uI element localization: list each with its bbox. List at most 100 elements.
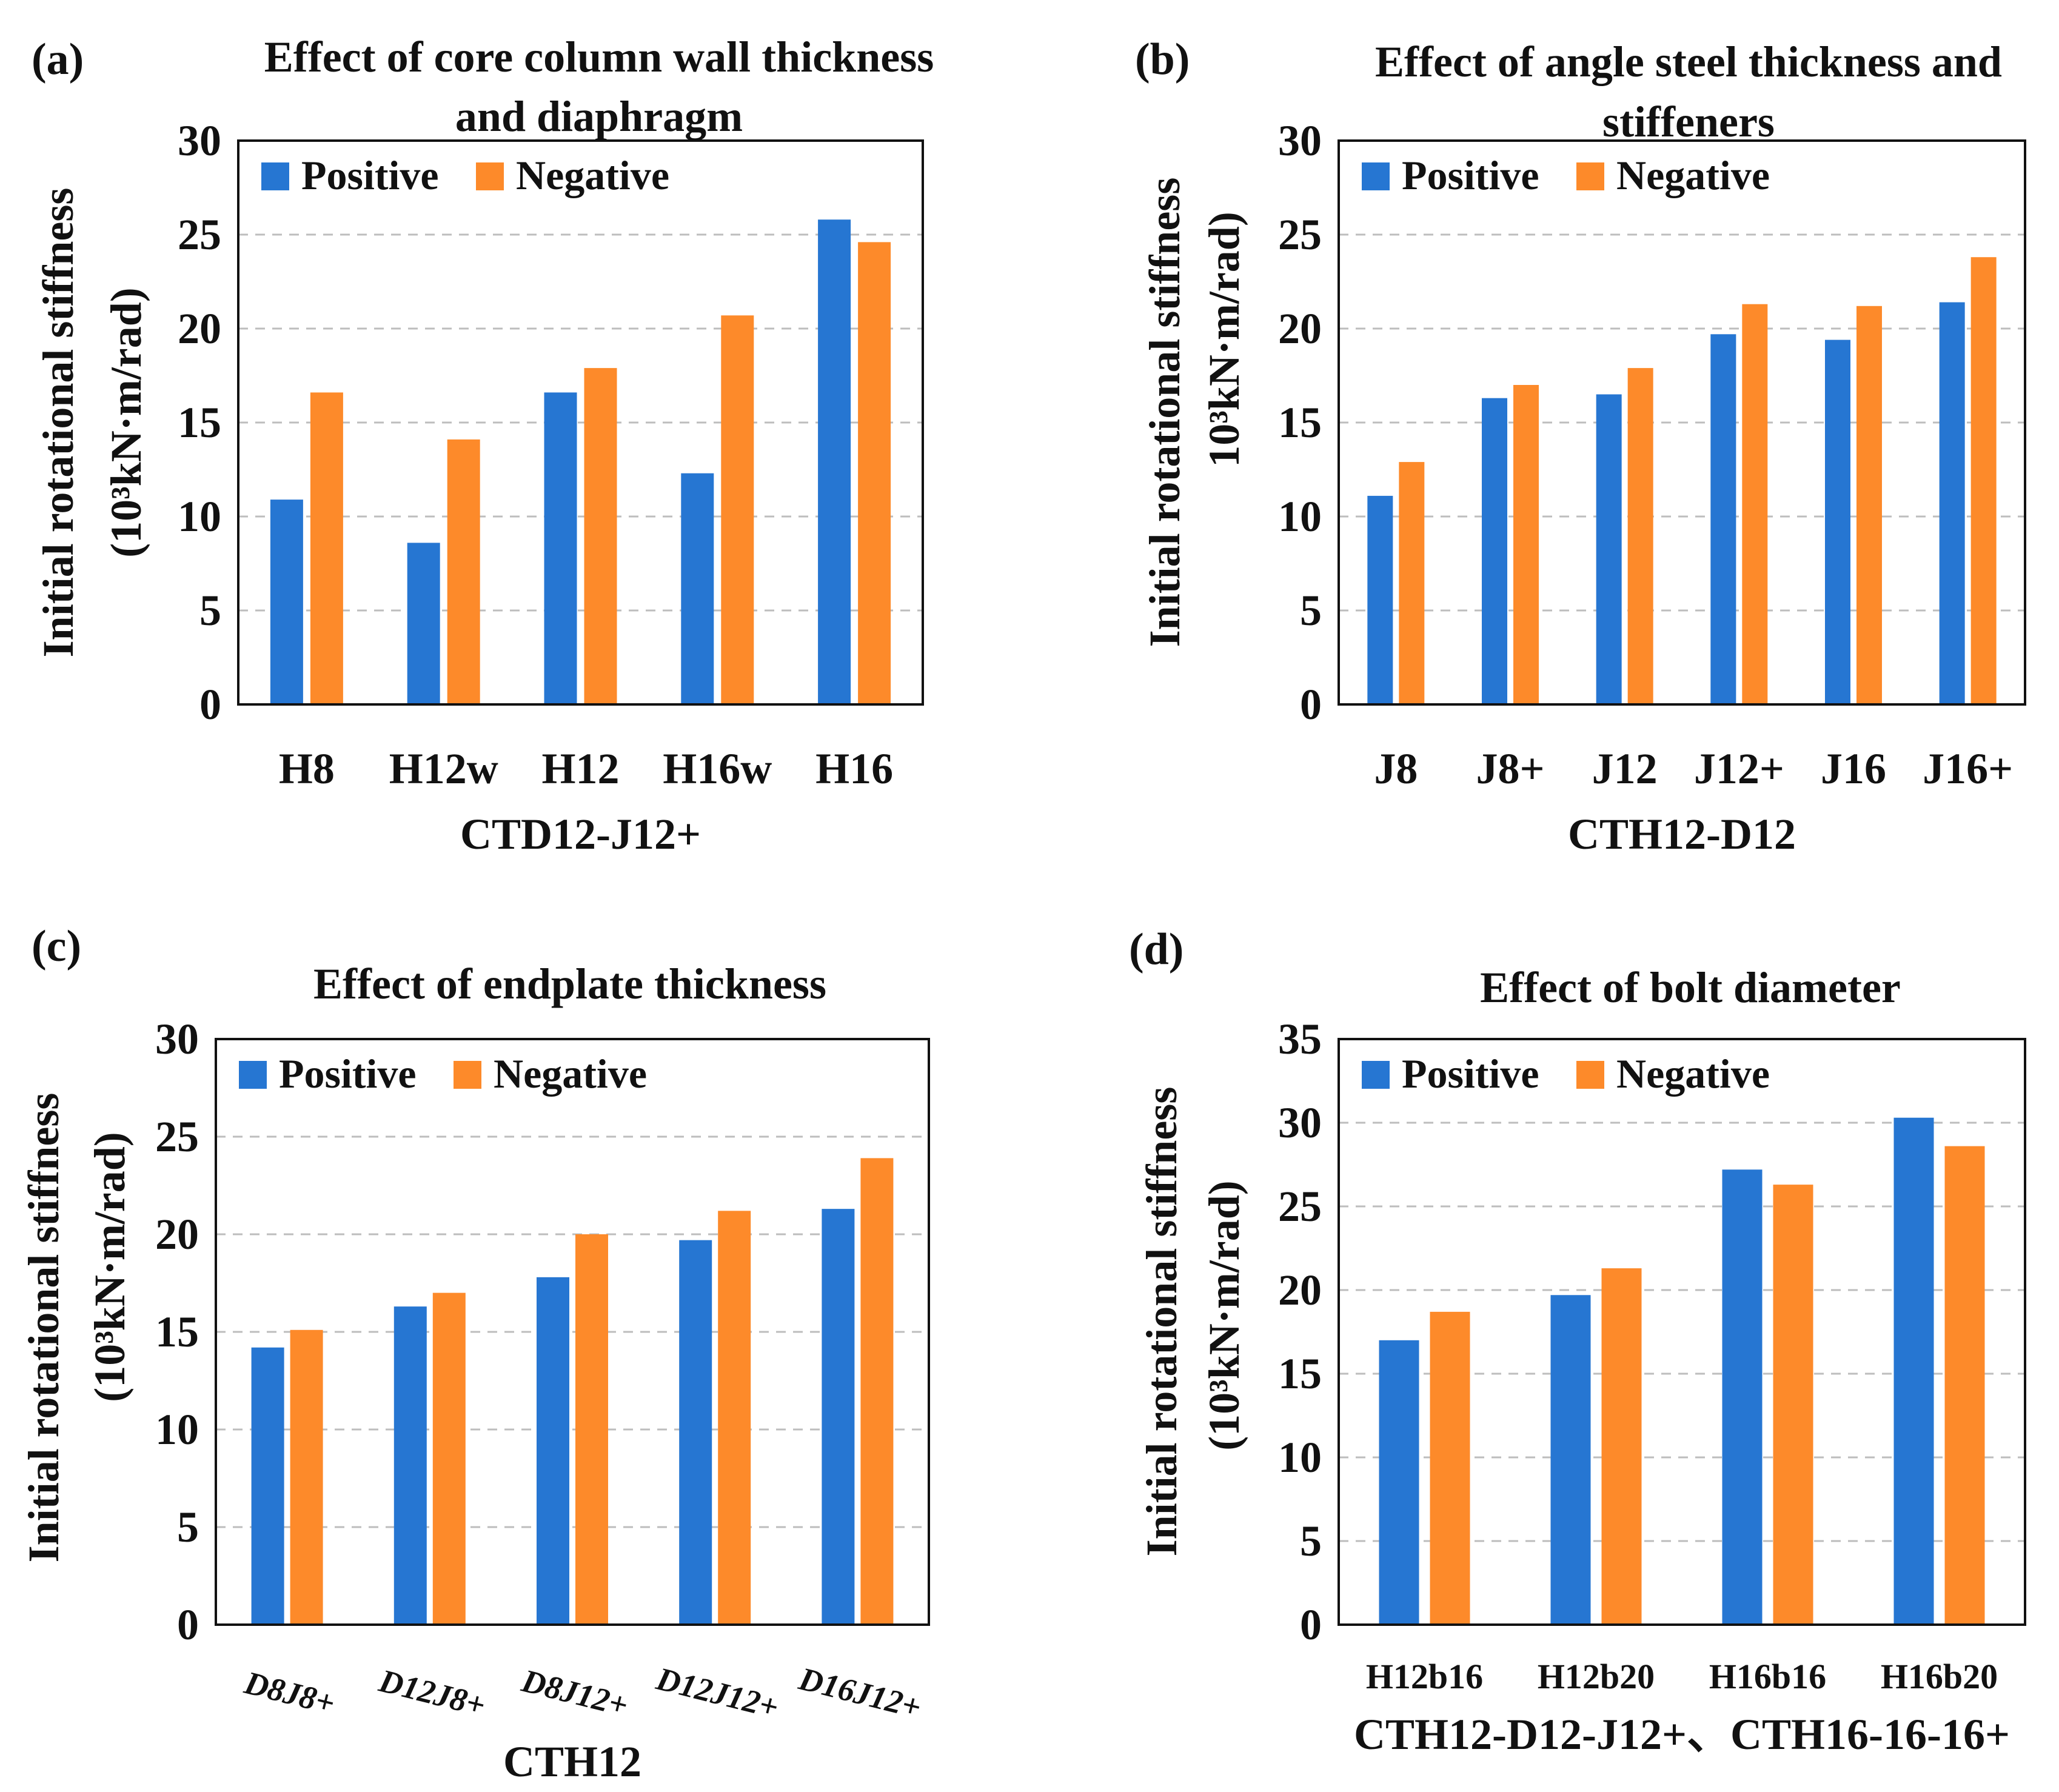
panel-label: (b) bbox=[1135, 35, 1190, 84]
bar-negative[interactable] bbox=[1601, 1268, 1642, 1625]
x-category-label: H12 bbox=[541, 744, 619, 793]
x-category-label: H16b16 bbox=[1709, 1657, 1826, 1696]
chart-panel-d: (d) Effect of bolt diameter 0 5 10 15 20 25 30 35… bbox=[1129, 924, 2026, 1759]
bar-positive[interactable] bbox=[818, 219, 851, 704]
bar-positive[interactable] bbox=[1710, 334, 1736, 704]
bar-negative[interactable] bbox=[584, 368, 617, 704]
bar-negative[interactable] bbox=[1399, 462, 1425, 704]
bar-negative[interactable] bbox=[858, 242, 891, 704]
chart-title-line: Effect of bolt diameter bbox=[1480, 963, 1901, 1012]
bar-negative[interactable] bbox=[432, 1292, 466, 1625]
x-category-label: D8J12+ bbox=[518, 1662, 632, 1723]
bar-negative[interactable] bbox=[860, 1158, 894, 1625]
y-axis-label-line: Initial rotational stiffness bbox=[34, 188, 82, 658]
bar-negative[interactable] bbox=[1944, 1146, 1985, 1625]
bar-positive[interactable] bbox=[681, 473, 714, 704]
y-axis-label-line: Initial rotational stiffness bbox=[1137, 1087, 1186, 1557]
bar-positive[interactable] bbox=[537, 1277, 569, 1625]
y-axis-label-line: (10³kN·m/rad) bbox=[1200, 1180, 1248, 1451]
x-category-label: J16 bbox=[1821, 744, 1886, 793]
y-tick-label: 5 bbox=[177, 1503, 199, 1551]
y-tick-label: 0 bbox=[1300, 1600, 1322, 1649]
panel-label: (d) bbox=[1129, 924, 1184, 974]
bar-positive[interactable] bbox=[1825, 339, 1850, 704]
bar-negative[interactable] bbox=[447, 439, 480, 704]
legend-swatch-positive bbox=[1362, 1061, 1390, 1089]
bar-positive[interactable] bbox=[679, 1240, 712, 1625]
y-tick-label: 15 bbox=[178, 398, 221, 447]
panel-label: (c) bbox=[32, 921, 81, 971]
bar-positive[interactable] bbox=[407, 543, 440, 704]
y-tick-label: 25 bbox=[1278, 1182, 1322, 1231]
bar-negative[interactable] bbox=[1773, 1185, 1813, 1625]
bar-positive[interactable] bbox=[544, 392, 577, 704]
legend-label-negative: Negative bbox=[1616, 152, 1770, 198]
bar-positive[interactable] bbox=[270, 500, 303, 704]
bar-negative[interactable] bbox=[1856, 306, 1882, 704]
legend-label-positive: Positive bbox=[1402, 1051, 1539, 1097]
chart-title-line: stiffeners bbox=[1602, 98, 1775, 146]
legend-label-positive: Positive bbox=[301, 152, 439, 198]
chart-title-line: Effect of endplate thickness bbox=[313, 960, 826, 1008]
y-tick-label: 5 bbox=[199, 586, 221, 635]
legend-swatch-negative bbox=[1576, 1061, 1604, 1089]
x-category-label: J8 bbox=[1374, 744, 1418, 793]
chart-panel-a: (a) Effect of core column wall thickness a… bbox=[32, 33, 934, 858]
bar-positive[interactable] bbox=[1722, 1169, 1763, 1625]
plot-frame bbox=[1338, 1038, 2026, 1626]
bar-positive[interactable] bbox=[1482, 398, 1507, 704]
y-tick-label: 35 bbox=[1278, 1015, 1322, 1063]
bar-negative[interactable] bbox=[1627, 368, 1653, 704]
plot-frame bbox=[1338, 139, 2026, 706]
bar-positive[interactable] bbox=[1550, 1295, 1591, 1625]
x-axis-label: CTH12-D12-J12+、CTH16-16-16+ bbox=[1354, 1710, 2010, 1759]
plot-frame bbox=[215, 1038, 930, 1626]
x-category-label: J12 bbox=[1592, 744, 1658, 793]
x-axis-label: CTD12-J12+ bbox=[460, 810, 701, 858]
bar-negative[interactable] bbox=[575, 1234, 608, 1625]
x-category-label: D12J8+ bbox=[375, 1662, 489, 1723]
legend-swatch-positive bbox=[239, 1061, 267, 1089]
bar-positive[interactable] bbox=[1893, 1117, 1934, 1625]
y-tick-label: 10 bbox=[155, 1405, 199, 1454]
y-tick-label: 0 bbox=[177, 1600, 199, 1649]
x-category-label: H16 bbox=[815, 744, 893, 793]
legend-swatch-negative bbox=[454, 1061, 481, 1089]
bar-positive[interactable] bbox=[1379, 1340, 1419, 1625]
plot-frame bbox=[237, 139, 924, 706]
chart-title-line: Effect of core column wall thickness bbox=[264, 33, 934, 81]
y-tick-label: 30 bbox=[178, 116, 221, 165]
bar-negative[interactable] bbox=[1970, 257, 1997, 704]
bar-positive[interactable] bbox=[251, 1347, 284, 1625]
y-tick-label: 10 bbox=[1278, 492, 1322, 541]
bar-negative[interactable] bbox=[310, 392, 343, 704]
y-tick-label: 25 bbox=[1278, 210, 1322, 259]
bar-negative[interactable] bbox=[1742, 304, 1768, 704]
y-tick-label: 20 bbox=[1278, 304, 1322, 353]
bar-positive[interactable] bbox=[1939, 302, 1965, 705]
x-category-label: D12J12+ bbox=[652, 1660, 782, 1725]
bar-negative[interactable] bbox=[290, 1329, 323, 1625]
x-category-label: H12b20 bbox=[1538, 1657, 1655, 1696]
y-axis-label-line: (10³kN·m/rad) bbox=[85, 1132, 134, 1402]
bar-negative[interactable] bbox=[1430, 1311, 1470, 1625]
bar-negative[interactable] bbox=[721, 315, 754, 704]
bar-positive[interactable] bbox=[1596, 394, 1622, 705]
legend-label-negative: Negative bbox=[494, 1051, 647, 1097]
bar-negative[interactable] bbox=[718, 1211, 751, 1625]
x-axis-label: CTH12 bbox=[503, 1737, 641, 1786]
bar-positive[interactable] bbox=[822, 1209, 855, 1625]
bar-negative[interactable] bbox=[1513, 385, 1539, 704]
legend-swatch-negative bbox=[476, 162, 504, 190]
x-category-label: J8+ bbox=[1476, 744, 1544, 793]
x-axis-label: CTH12-D12 bbox=[1568, 810, 1796, 858]
chart-panel-c: (c) Effect of endplate thickness 0 5 10 15 20 2… bbox=[19, 921, 930, 1786]
y-axis-label-line: 10³kN·m/rad) bbox=[1200, 212, 1248, 467]
bar-positive[interactable] bbox=[393, 1306, 427, 1625]
y-tick-label: 10 bbox=[178, 492, 221, 541]
bar-positive[interactable] bbox=[1367, 495, 1393, 704]
legend-label-negative: Negative bbox=[516, 152, 669, 198]
y-tick-label: 30 bbox=[1278, 116, 1322, 165]
y-tick-label: 25 bbox=[155, 1112, 199, 1161]
y-tick-label: 15 bbox=[1278, 1349, 1322, 1398]
